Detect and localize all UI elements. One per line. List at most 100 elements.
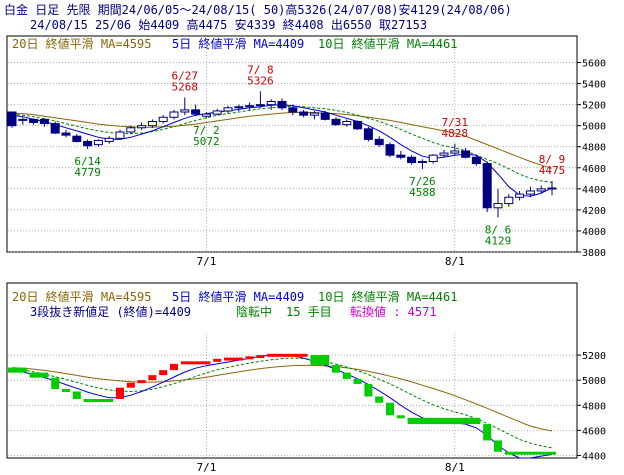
- price-legend: 20日 終値平滑 MA=4595 5日 終値平滑 MA=4409 10日 終値平…: [12, 36, 457, 51]
- renko-brick: [375, 396, 384, 403]
- candle-body: [115, 131, 125, 139]
- x-tick-label: 8/1: [445, 461, 465, 474]
- candle-body: [223, 107, 233, 112]
- renko-brick: [353, 378, 362, 384]
- renko-brick: [72, 391, 81, 399]
- candle-body: [439, 152, 449, 156]
- legend-ma20: 20日 終値平滑 MA=4595: [12, 36, 151, 51]
- candle-body: [299, 111, 309, 116]
- renko-brick: [51, 377, 60, 389]
- renko-axis-ticks: 4400 4600 4800 5000 5200 7/1 8/1: [196, 351, 606, 474]
- ma10-line: [11, 105, 553, 183]
- candle-body: [201, 113, 211, 117]
- renko-brick: [62, 388, 70, 392]
- annotation-price: 5072: [193, 135, 220, 148]
- legend2-reversal: 転換値 : 4571: [350, 304, 437, 319]
- legend-ma10: 10日 終値平滑 MA=4461: [318, 36, 457, 51]
- legend2-ma10: 10日 終値平滑 MA=4461: [318, 289, 457, 304]
- candle-body: [83, 140, 93, 147]
- candle-body: [353, 120, 363, 130]
- renko-brick: [148, 375, 157, 381]
- legend2-ma5: 5日 終値平滑 MA=4409: [172, 289, 304, 304]
- candle-body: [504, 196, 514, 205]
- renko-panel: 4400 4600 4800 5000 5200 7/1 8/1 20日 終値平滑 MA=4…: [6, 282, 606, 474]
- candle-body: [450, 150, 460, 154]
- y-tick-label: 5200: [582, 101, 606, 112]
- renko-brick: [213, 358, 222, 362]
- candle-body: [493, 203, 503, 209]
- renko-brick: [332, 365, 340, 373]
- renko-brick: [137, 380, 146, 384]
- annotation-date: 7/31: [442, 116, 469, 129]
- candle-body: [212, 110, 222, 115]
- candle-body: [255, 104, 265, 107]
- renko-brick: [494, 440, 502, 452]
- candle-body: [288, 107, 298, 113]
- x-tick-label: 7/1: [196, 255, 216, 268]
- annotation-date: 7/ 8: [247, 63, 274, 76]
- y-tick-label: 5200: [582, 351, 606, 362]
- renko-brick: [116, 387, 124, 399]
- candle-body: [29, 118, 39, 124]
- price-grid: [8, 46, 577, 253]
- y-tick-label: 4400: [582, 185, 606, 196]
- y-tick-label: 4600: [582, 164, 606, 175]
- candle-body: [471, 156, 481, 165]
- candle-body: [536, 188, 546, 192]
- renko-brick: [364, 383, 373, 397]
- y-tick-label: 4000: [582, 227, 606, 238]
- renko-brick: [342, 372, 351, 379]
- y-tick-label: 4800: [582, 143, 606, 154]
- candle-body: [428, 154, 438, 162]
- candle-body: [245, 105, 255, 108]
- y-tick-label: 5000: [582, 122, 606, 133]
- candlesticks: [7, 91, 557, 218]
- annotation-date: 6/27: [172, 69, 199, 82]
- candle-body: [39, 118, 49, 125]
- renko-brick: [483, 424, 492, 441]
- candle-body: [147, 120, 157, 127]
- annotation-price: 4129: [485, 234, 512, 247]
- annotation-price: 4475: [539, 164, 566, 177]
- candle-body: [482, 163, 492, 209]
- annotation-date: 7/26: [409, 175, 436, 188]
- renko-brick: [170, 363, 178, 371]
- annotation-date: 8/ 9: [539, 153, 566, 166]
- annotation-date: 6/14: [74, 155, 101, 168]
- candle-body: [137, 125, 147, 129]
- annotation-price: 5326: [247, 74, 274, 87]
- renko-grid: [8, 334, 577, 458]
- annotation-price: 4828: [442, 127, 469, 140]
- candle-body: [72, 135, 82, 142]
- candle-body: [547, 187, 557, 190]
- renko-brick: [29, 372, 49, 378]
- renko-bricks: [8, 353, 556, 455]
- renko-legend: 20日 終値平滑 MA=4595 5日 終値平滑 MA=4409 10日 終値平…: [12, 289, 457, 319]
- candle-body: [169, 111, 179, 118]
- candle-body: [191, 109, 201, 115]
- renko-brick: [245, 356, 254, 360]
- x-tick-label: 7/1: [196, 461, 216, 474]
- annotation-date: 7/ 2: [193, 124, 220, 137]
- candle-body: [385, 144, 395, 156]
- legend2-steps: 15 手目: [286, 305, 332, 319]
- candle-body: [309, 112, 319, 116]
- renko-brick: [386, 402, 394, 416]
- candle-body: [342, 120, 352, 126]
- candle-body: [407, 156, 417, 164]
- renko-brick: [310, 355, 330, 366]
- renko-brick: [159, 370, 168, 376]
- candle-body: [7, 111, 17, 127]
- candle-body: [61, 132, 71, 136]
- candle-body: [277, 100, 287, 109]
- renko-brick: [8, 367, 27, 373]
- candle-body: [18, 118, 28, 121]
- renko-brick: [83, 399, 114, 402]
- price-axis-ticks: 3800 4000 4200 4400 4600 4800 5000 5200 5400 5600…: [196, 59, 606, 268]
- legend2-trend: 陰転中: [236, 304, 272, 319]
- candle-body: [525, 190, 535, 195]
- candle-body: [180, 109, 190, 113]
